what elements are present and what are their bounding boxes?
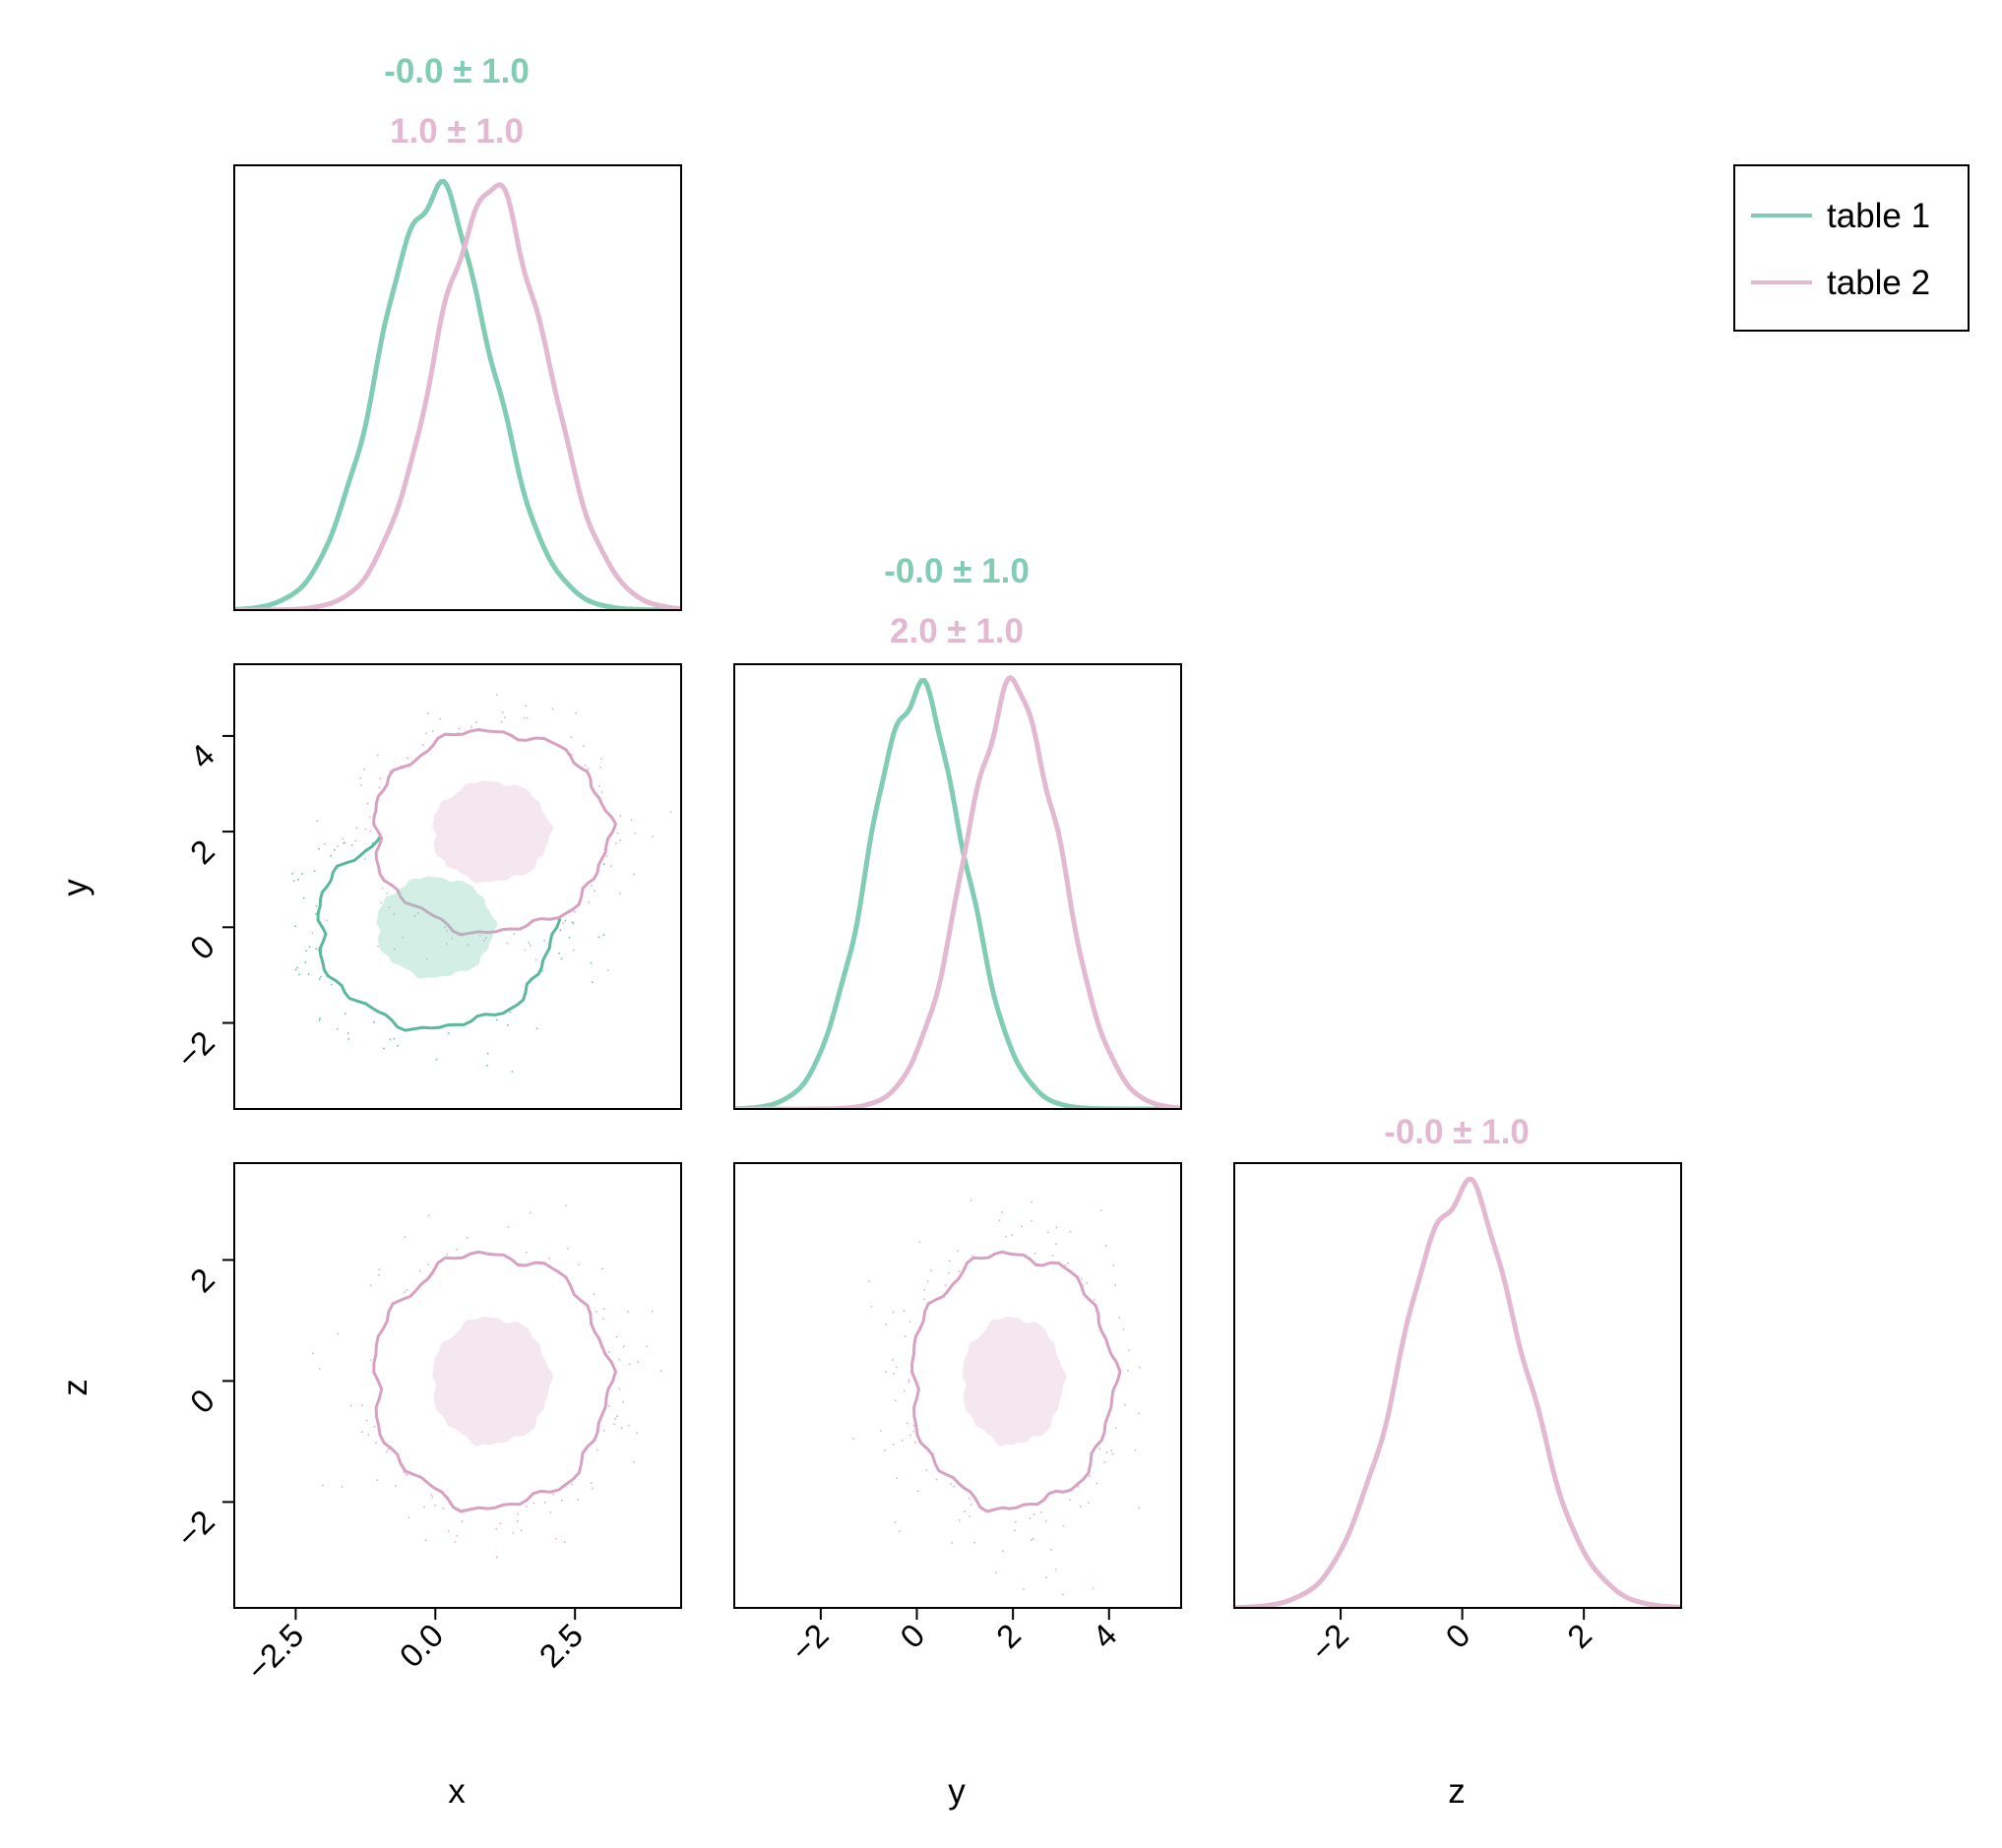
- frame-y-vs-y: [733, 663, 1182, 1110]
- legend-label-table2: table 2: [1827, 264, 1930, 302]
- contour-outer-z-vs-x-table2: [372, 1250, 618, 1513]
- contour-outer-y-vs-x-table2: [372, 727, 618, 937]
- title-y-table1: -0.0 ± 1.0: [884, 552, 1030, 590]
- title-x-table2: 1.0 ± 1.0: [390, 112, 524, 151]
- panel-y-vs-y: [733, 663, 1182, 1110]
- contour-inner-z-vs-y-table2: [962, 1316, 1067, 1447]
- ylabel-z: z: [56, 1379, 94, 1396]
- frame-z-vs-x: [233, 1162, 682, 1609]
- xlabel-y: y: [948, 1772, 966, 1811]
- density-x-table2: [234, 182, 681, 610]
- legend: table 1 table 2: [1733, 164, 1970, 332]
- xtick-label-z-2: 2: [1560, 1617, 1598, 1655]
- density-z-table2: [1234, 1176, 1681, 1608]
- ytick-label-z--2: −2: [169, 1503, 221, 1555]
- xtick-label-z--2: −2: [1303, 1617, 1355, 1669]
- frame-z-vs-y: [733, 1162, 1182, 1609]
- ytick-label-y-0: 0: [183, 928, 221, 966]
- panel-z-vs-y: −2 0 2 4: [733, 1162, 1182, 1669]
- panel-y-vs-x: −2 0 2 4: [169, 663, 682, 1110]
- legend-box: [1733, 164, 1970, 332]
- scatter-z-vs-y-table2: [852, 1199, 1141, 1596]
- xlabel-x: x: [448, 1772, 466, 1811]
- density-x-table1: [234, 178, 681, 610]
- xtick-label-z-0: 0: [1438, 1617, 1476, 1655]
- contour-inner-y-vs-x-table1: [376, 876, 498, 979]
- scatter-y-vs-x-table2: [311, 694, 672, 971]
- title-y-table2: 2.0 ± 1.0: [890, 612, 1024, 650]
- density-y-table2: [734, 675, 1181, 1109]
- contour-inner-y-vs-x-table2: [432, 780, 554, 884]
- xtick-label-x-0: 0.0: [393, 1617, 451, 1675]
- ytick-label-z-2: 2: [183, 1261, 221, 1299]
- panel-z-vs-z: −2 0 2: [1233, 1162, 1682, 1669]
- ytick-label-y--2: −2: [169, 1023, 221, 1076]
- ylabel-y: y: [56, 879, 94, 896]
- frame-x-vs-x: [233, 164, 682, 611]
- ytick-label-y-2: 2: [183, 832, 221, 871]
- legend-label-table1: table 1: [1827, 197, 1930, 235]
- title-z-table2: -0.0 ± 1.0: [1384, 1113, 1530, 1151]
- contour-inner-z-vs-x-table2: [432, 1316, 554, 1447]
- xtick-label-x-2.5: 2.5: [532, 1617, 591, 1675]
- xtick-label-y-4: 4: [1086, 1617, 1124, 1655]
- xtick-label-y-0: 0: [893, 1617, 931, 1655]
- panel-x-vs-x: [233, 164, 682, 611]
- ytick-label-y-4: 4: [183, 737, 221, 775]
- xtick-label-x--2.5: −2.5: [239, 1617, 310, 1688]
- panel-z-vs-x: −2.5 0.0 2.5 −2 0 2: [169, 1162, 682, 1688]
- frame-y-vs-x: [233, 663, 682, 1110]
- title-x-table1: -0.0 ± 1.0: [384, 52, 530, 91]
- ytick-label-z-0: 0: [183, 1382, 221, 1420]
- frame-z-vs-z: [1233, 1162, 1682, 1609]
- xlabel-z: z: [1448, 1772, 1466, 1811]
- xtick-label-y-2: 2: [989, 1617, 1028, 1655]
- contour-outer-z-vs-y-table2: [910, 1250, 1122, 1513]
- xtick-label-y--2: −2: [783, 1617, 836, 1669]
